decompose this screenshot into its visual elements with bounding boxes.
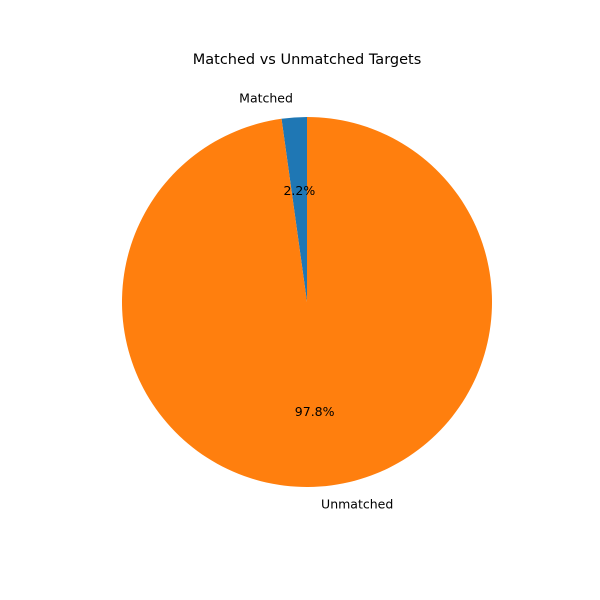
pie-slice-matched <box>281 117 307 302</box>
pie-category-label-matched: Matched <box>239 90 293 105</box>
pie-category-label-unmatched: Unmatched <box>321 497 393 512</box>
pie-percent-label-unmatched: 97.8% <box>295 404 335 419</box>
pie-slices <box>121 117 492 488</box>
chart-title: Matched vs Unmatched Targets <box>193 52 422 68</box>
pie-percent-label-matched: 2.2% <box>283 183 315 198</box>
pie-labels: Matched 2.2% Unmatched 97.8% <box>239 90 393 511</box>
pie-slice-unmatched <box>121 117 492 488</box>
